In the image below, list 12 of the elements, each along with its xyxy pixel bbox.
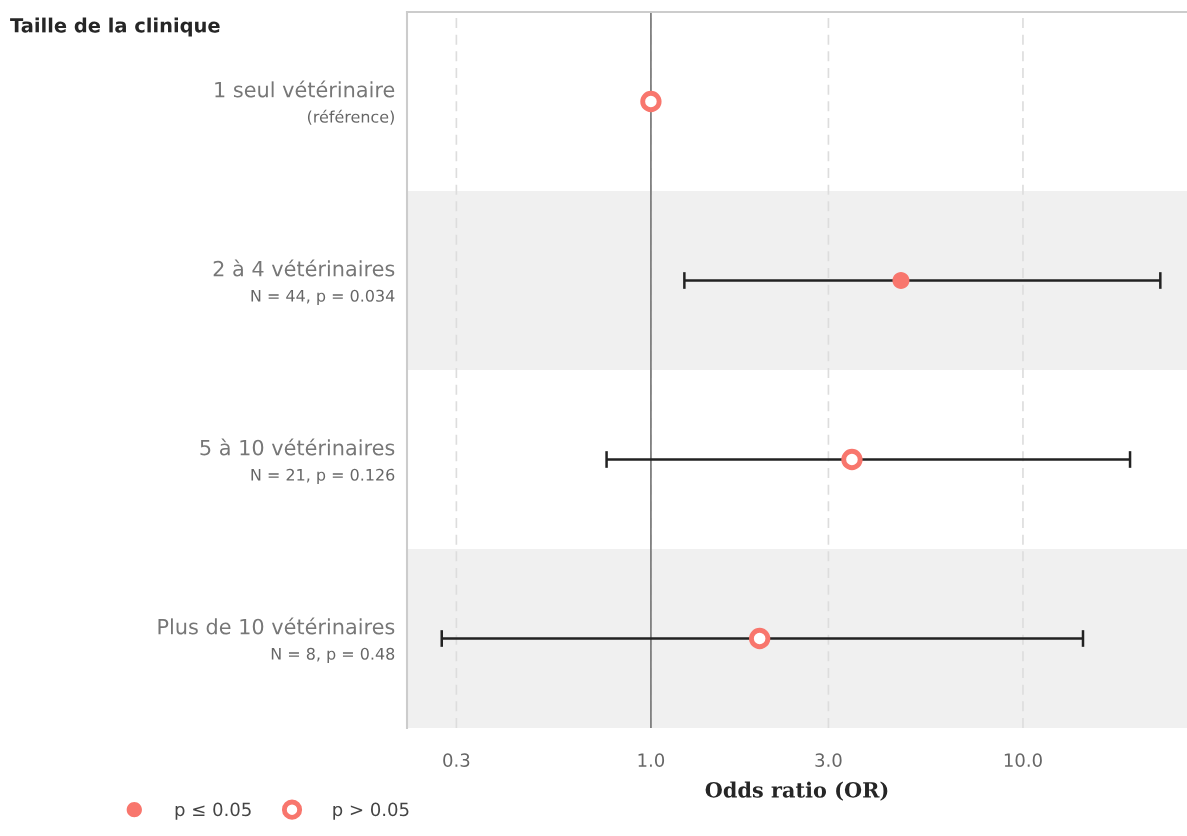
y-tick-label: Plus de 10 vétérinaires N = 8, p = 0.48 [158,617,395,663]
x-tick-label: 10.0 [1004,753,1042,767]
legend-label: p > 0.05 [333,802,409,820]
y-tick-label: 5 à 10 vétérinaires N = 21, p = 0.126 [200,438,395,484]
y-tick-label: 2 à 4 vétérinaires N = 44, p = 0.034 [213,259,395,305]
y-tick-label: 1 seul vétérinaire (référence) [215,80,395,125]
x-tick-label: 3.0 [815,753,842,767]
x-axis-title: Odds ratio (OR) [705,781,888,801]
x-tick-label: 1.0 [638,753,665,767]
x-tick-label: 0.3 [443,753,470,767]
legend-label: p ≤ 0.05 [175,802,251,820]
text: Taille de la clinique [10,17,220,37]
